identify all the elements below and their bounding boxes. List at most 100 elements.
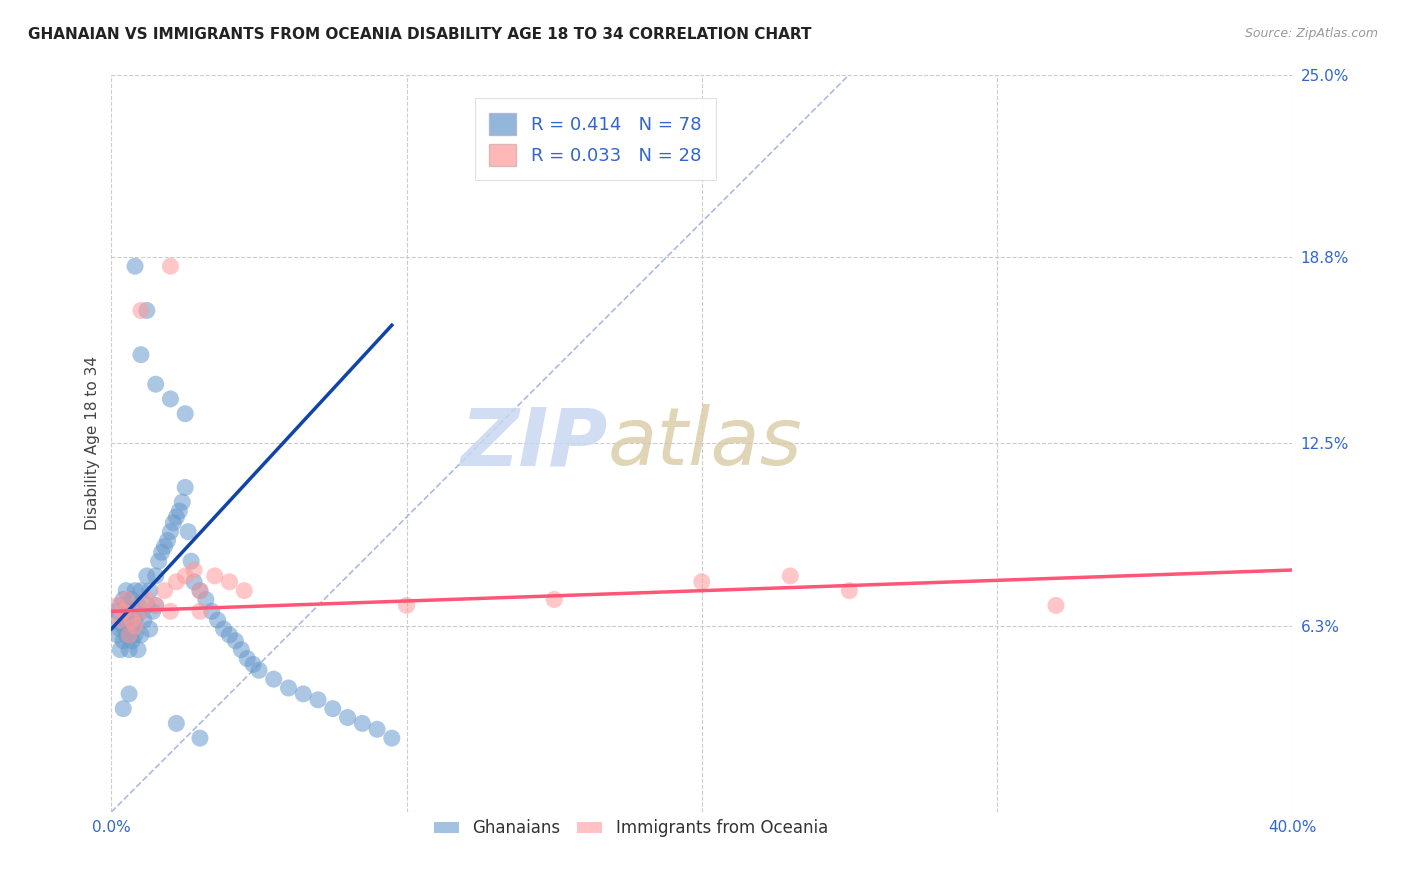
Point xyxy=(132,613,155,627)
Point xyxy=(231,642,253,657)
Point xyxy=(218,574,240,589)
Point xyxy=(263,672,285,686)
Y-axis label: Disability Age 18 to 34: Disability Age 18 to 34 xyxy=(86,356,100,530)
Point xyxy=(118,687,141,701)
Point xyxy=(207,613,229,627)
Point xyxy=(277,681,299,695)
Point xyxy=(188,583,211,598)
Point xyxy=(188,731,211,746)
Point xyxy=(169,504,191,518)
Point xyxy=(129,348,152,362)
Point xyxy=(129,604,152,618)
Point xyxy=(690,574,713,589)
Point xyxy=(115,628,138,642)
Point xyxy=(174,480,197,494)
Point xyxy=(105,604,128,618)
Point xyxy=(156,533,179,548)
Point xyxy=(201,604,224,618)
Point xyxy=(194,592,217,607)
Point xyxy=(145,599,167,613)
Point xyxy=(115,613,138,627)
Point xyxy=(115,583,138,598)
Point xyxy=(145,569,167,583)
Point xyxy=(124,583,146,598)
Point xyxy=(105,628,128,642)
Point xyxy=(233,583,256,598)
Point xyxy=(381,731,404,746)
Point xyxy=(779,569,801,583)
Point xyxy=(153,540,176,554)
Point xyxy=(124,628,146,642)
Point xyxy=(159,524,181,539)
Point xyxy=(172,495,194,509)
Text: atlas: atlas xyxy=(607,404,801,483)
Point xyxy=(129,303,152,318)
Point xyxy=(247,663,270,677)
Point xyxy=(366,723,388,737)
Point xyxy=(292,687,315,701)
Point xyxy=(159,259,181,273)
Point xyxy=(352,716,374,731)
Point xyxy=(218,628,240,642)
Point xyxy=(159,392,181,406)
Point xyxy=(121,633,143,648)
Point xyxy=(159,604,181,618)
Point xyxy=(188,604,211,618)
Point xyxy=(124,619,146,633)
Point xyxy=(112,619,135,633)
Point xyxy=(124,613,146,627)
Point xyxy=(129,604,152,618)
Point xyxy=(174,569,197,583)
Point xyxy=(165,716,187,731)
Point xyxy=(112,604,135,618)
Point xyxy=(188,583,211,598)
Point xyxy=(162,516,184,530)
Point xyxy=(322,701,344,715)
Point xyxy=(180,554,202,568)
Point xyxy=(148,554,170,568)
Point xyxy=(183,574,205,589)
Point xyxy=(236,651,259,665)
Point xyxy=(177,524,200,539)
Point xyxy=(165,574,187,589)
Point xyxy=(174,407,197,421)
Point xyxy=(135,569,157,583)
Point xyxy=(121,613,143,627)
Text: ZIP: ZIP xyxy=(460,404,607,483)
Point xyxy=(127,599,149,613)
Point xyxy=(112,592,135,607)
Point xyxy=(118,628,141,642)
Text: GHANAIAN VS IMMIGRANTS FROM OCEANIA DISABILITY AGE 18 TO 34 CORRELATION CHART: GHANAIAN VS IMMIGRANTS FROM OCEANIA DISA… xyxy=(28,27,811,42)
Point xyxy=(395,599,418,613)
Point xyxy=(165,510,187,524)
Point xyxy=(212,622,235,636)
Point xyxy=(204,569,226,583)
Point xyxy=(121,592,143,607)
Point xyxy=(242,657,264,672)
Text: Source: ZipAtlas.com: Source: ZipAtlas.com xyxy=(1244,27,1378,40)
Point xyxy=(129,583,152,598)
Point xyxy=(110,599,132,613)
Point xyxy=(103,613,125,627)
Point xyxy=(105,599,128,613)
Point xyxy=(183,563,205,577)
Point xyxy=(150,545,173,559)
Point xyxy=(127,642,149,657)
Point xyxy=(139,583,162,598)
Point xyxy=(112,633,135,648)
Point xyxy=(115,592,138,607)
Point xyxy=(145,377,167,392)
Point xyxy=(110,642,132,657)
Point xyxy=(224,633,246,648)
Point xyxy=(124,259,146,273)
Point xyxy=(139,622,162,636)
Point xyxy=(135,303,157,318)
Point xyxy=(118,604,141,618)
Point xyxy=(135,592,157,607)
Point xyxy=(838,583,860,598)
Point xyxy=(336,710,359,724)
Point xyxy=(110,613,132,627)
Point xyxy=(142,604,165,618)
Point xyxy=(110,622,132,636)
Point xyxy=(118,628,141,642)
